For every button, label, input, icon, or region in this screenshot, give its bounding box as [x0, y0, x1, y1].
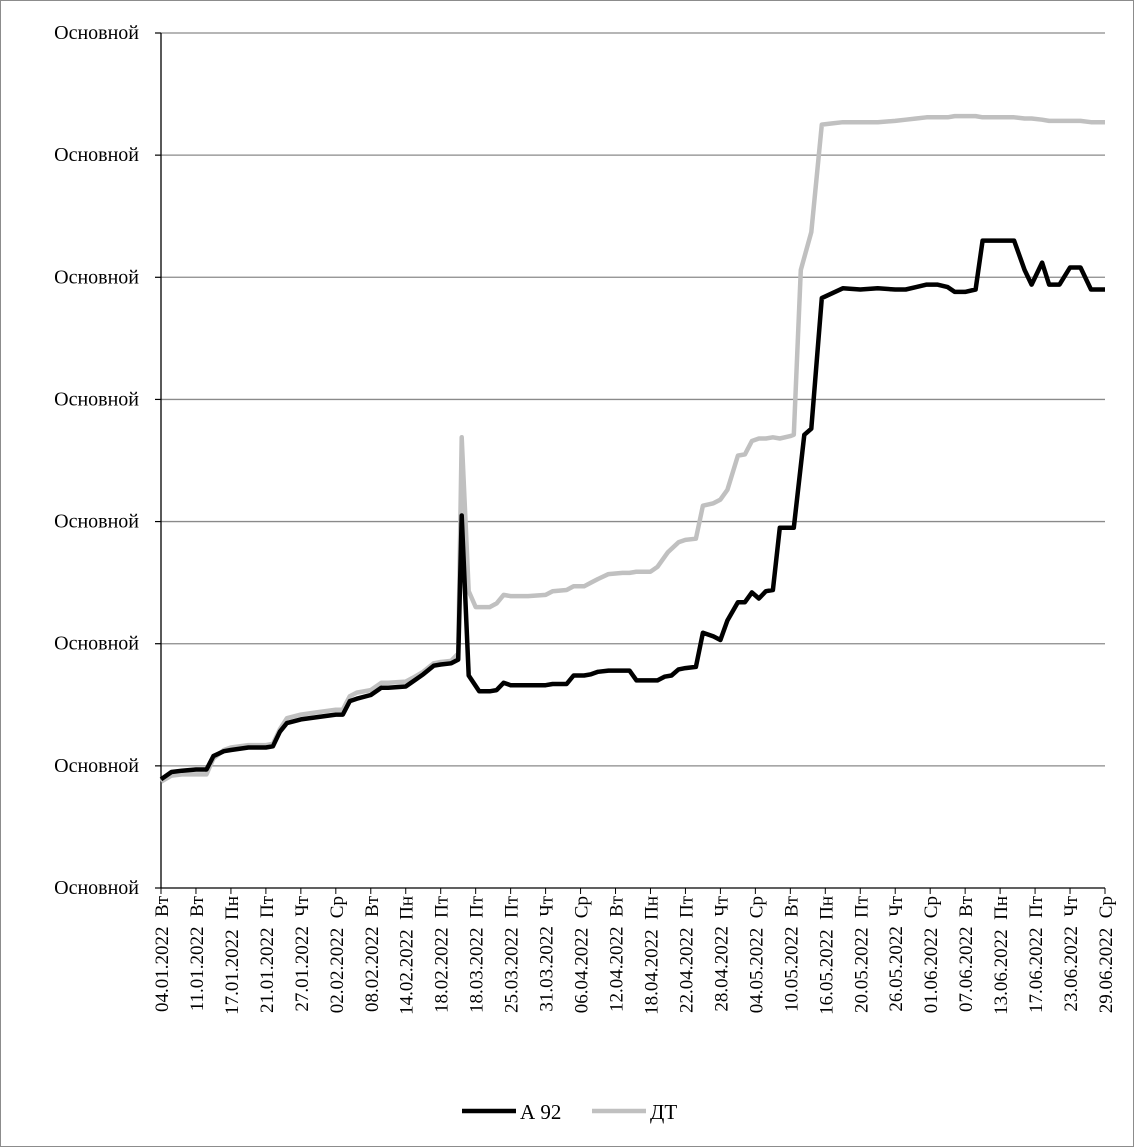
x-tick-label: 08.02.2022 Вт — [362, 895, 383, 1012]
x-tick-label: 21.01.2022 Пт — [257, 895, 278, 1013]
x-tick-labels: 04.01.2022 Вт 11.01.2022 Вт 17.01.2022 Пн 2… — [152, 895, 1117, 1015]
y-tick-label: Основной — [54, 388, 139, 410]
x-tick-label: 16.05.2022 Пн — [816, 896, 837, 1015]
x-tick-label: 28.04.2022 Чт — [711, 895, 732, 1011]
x-tick-label: 07.06.2022 Вт — [956, 895, 977, 1012]
x-tick-label: 23.06.2022 Чт — [1061, 895, 1082, 1011]
y-tick-label: Основной — [54, 144, 139, 166]
x-tick-label: 11.01.2022 Вт — [187, 895, 208, 1011]
x-tick-label: 12.04.2022 Вт — [607, 895, 628, 1012]
y-tick-label: Основной — [54, 877, 139, 899]
x-tick-label: 14.02.2022 Пн — [397, 896, 418, 1015]
series-line-dt — [159, 113, 1105, 784]
x-tick-label: 31.03.2022 Чт — [537, 895, 558, 1011]
x-tick-label: 13.06.2022 Пн — [991, 896, 1012, 1015]
series-lines — [159, 113, 1105, 784]
grid-lines — [161, 32, 1105, 767]
x-tick-label: 17.06.2022 Пт — [1026, 895, 1047, 1013]
series-line-a92 — [159, 238, 1105, 782]
y-tick-label: Основной — [54, 755, 139, 777]
axes — [155, 32, 1106, 894]
x-tick-label: 20.05.2022 Пт — [851, 895, 872, 1013]
y-tick-label: Основной — [54, 266, 139, 288]
y-tick-label: Основной — [54, 511, 139, 533]
x-tick-label: 04.01.2022 Вт — [152, 895, 173, 1012]
x-tick-label: 18.03.2022 Пт — [467, 895, 488, 1013]
legend: А 92 ДТ — [462, 1100, 677, 1124]
x-tick-label: 25.03.2022 Пт — [502, 895, 523, 1013]
y-tick-labels: Основной Основной Основной Основной Основной… — [54, 22, 139, 899]
x-tick-label: 26.05.2022 Чт — [886, 895, 907, 1011]
x-tick-label: 02.02.2022 Ср — [327, 896, 348, 1013]
x-tick-label: 06.04.2022 Ср — [572, 896, 593, 1013]
x-tick-label: 22.04.2022 Пт — [676, 895, 697, 1013]
x-tick-label: 17.01.2022 Пн — [222, 896, 243, 1015]
legend-label-dt: ДТ — [650, 1100, 677, 1124]
x-tick-label: 01.06.2022 Ср — [921, 896, 942, 1013]
y-tick-label: Основной — [54, 633, 139, 655]
y-tick-label: Основной — [54, 22, 139, 44]
x-tick-label: 18.02.2022 Пт — [432, 895, 453, 1013]
x-tick-label: 04.05.2022 Ср — [746, 896, 767, 1013]
x-tick-label: 29.06.2022 Ср — [1096, 896, 1117, 1013]
legend-label-a92: А 92 — [520, 1100, 561, 1124]
x-tick-label: 27.01.2022 Чт — [292, 895, 313, 1011]
x-tick-label: 10.05.2022 Вт — [781, 895, 802, 1012]
x-tick-label: 18.04.2022 Пн — [641, 896, 662, 1015]
